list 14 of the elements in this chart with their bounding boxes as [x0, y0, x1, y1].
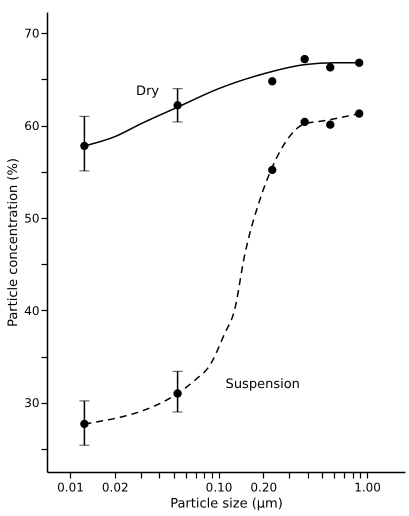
x-tick-label: 0.01 — [57, 480, 84, 494]
x-tick-label: 0.10 — [206, 480, 232, 494]
y-tick-label: 30 — [24, 396, 40, 410]
series-label: Dry — [136, 84, 160, 100]
y-tick-label: 60 — [24, 119, 40, 134]
y-tick-label: 40 — [24, 304, 40, 318]
x-axis-title: Particle size (µm) — [170, 496, 283, 512]
x-tick-label: 0.02 — [102, 480, 129, 494]
y-axis-title: Particle concentration (%) — [6, 158, 22, 327]
x-tick-label: 1.00 — [354, 480, 381, 494]
series-label: Suspension — [226, 376, 300, 392]
y-tick-label: 70 — [24, 26, 40, 41]
x-tick-label: 0.20 — [250, 480, 278, 494]
y-tick-label: 50 — [24, 211, 40, 226]
